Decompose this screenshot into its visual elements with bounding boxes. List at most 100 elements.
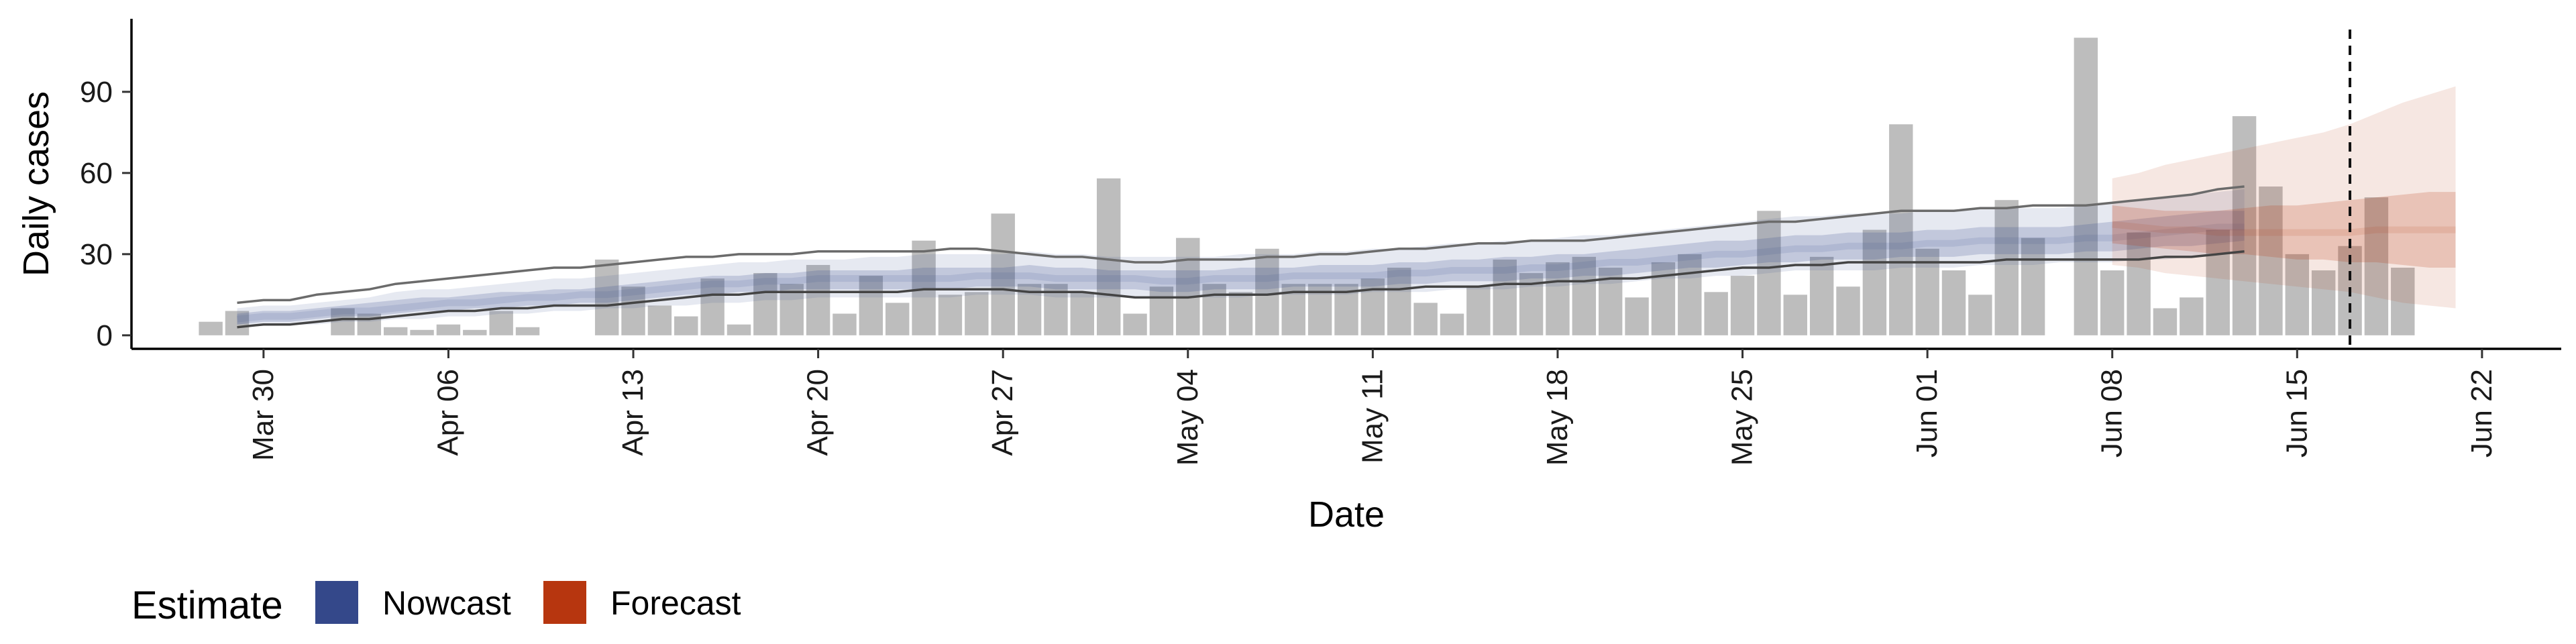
bar (2127, 232, 2151, 335)
bar (2021, 237, 2045, 335)
bar (463, 329, 487, 335)
bar (833, 313, 857, 335)
axes: 0 30 60 90 Mar 30 Apr 06 Apr 13 Apr 20 Apr 27 May… (80, 19, 2561, 466)
bar (2364, 197, 2389, 335)
bar (859, 276, 883, 335)
bar (2391, 268, 2415, 335)
bar (1757, 211, 1781, 335)
bar (806, 264, 830, 335)
legend-label-nowcast: Nowcast (382, 584, 511, 622)
bar (991, 213, 1015, 335)
x-tick-label: Jun 22 (2465, 369, 2498, 458)
x-tick-label: Jun 08 (2096, 369, 2129, 458)
bar (515, 327, 540, 335)
bar (938, 294, 963, 335)
x-tick-label: Apr 13 (616, 369, 649, 456)
bar (1255, 248, 1279, 335)
y-tick-label: 0 (97, 319, 113, 352)
bar (2153, 308, 2178, 335)
bar (1809, 256, 1834, 335)
legend-key-nowcast (315, 581, 358, 624)
bar (2232, 116, 2257, 335)
bar (1202, 284, 1226, 335)
bar (1678, 254, 1702, 335)
x-tick-label: Mar 30 (247, 369, 280, 461)
bar (436, 324, 461, 335)
x-axis-title: Date (1308, 494, 1385, 535)
bar (753, 273, 777, 335)
x-tick-label: Jun 01 (1911, 369, 1943, 458)
bar (331, 308, 355, 335)
nowcast-median-line (236, 223, 2245, 323)
legend: Estimate Nowcast Forecast (131, 581, 741, 627)
nowcast-90-band (237, 189, 2245, 325)
bar (1493, 259, 1517, 335)
upper-interval-line (237, 185, 2245, 305)
bar (1862, 229, 1887, 335)
bar (1968, 294, 1992, 335)
bar (1096, 178, 1121, 335)
bar (1994, 200, 2019, 335)
bar (2259, 186, 2283, 335)
bar (1070, 292, 1095, 335)
bar (1783, 294, 1807, 335)
bar (1466, 286, 1491, 335)
bar (2311, 270, 2336, 335)
x-tick-label: May 11 (1356, 369, 1389, 464)
bar (1176, 237, 1200, 335)
legend-label-forecast: Forecast (610, 584, 741, 622)
bar (1413, 303, 1438, 335)
bar (1123, 313, 1147, 335)
bar (1941, 270, 1966, 335)
y-tick-label: 30 (80, 238, 113, 271)
x-tick-label: May 18 (1541, 369, 1574, 466)
bar (1546, 262, 1570, 335)
bar (727, 324, 751, 335)
x-tick-label: May 04 (1171, 369, 1204, 466)
bar (621, 286, 645, 335)
bar (1836, 286, 1860, 335)
x-tick-label: May 25 (1726, 369, 1759, 466)
x-tick-label: Apr 06 (431, 369, 464, 456)
lower-interval-line (237, 250, 2245, 329)
bar (965, 292, 989, 335)
bar (1730, 276, 1755, 335)
x-tick-label: Jun 15 (2280, 369, 2313, 458)
bar (225, 311, 250, 335)
x-tick-label: Apr 27 (986, 369, 1019, 456)
bar (2206, 229, 2230, 335)
bar (674, 316, 698, 335)
bar (2074, 38, 2098, 335)
bar (1704, 292, 1728, 335)
bar (647, 305, 672, 335)
bar (1572, 256, 1597, 335)
bar (2285, 254, 2310, 335)
y-tick-label: 60 (80, 157, 113, 190)
bar (885, 303, 910, 335)
bar (2100, 270, 2125, 335)
bar (1228, 292, 1253, 335)
y-tick-label: 90 (80, 76, 113, 109)
bar (1889, 124, 1913, 335)
legend-key-forecast (543, 581, 586, 624)
forecast-90-band (2112, 86, 2456, 309)
y-axis-title: Daily cases (16, 91, 56, 276)
bar (1360, 278, 1385, 335)
legend-title: Estimate (131, 584, 283, 627)
bar (1625, 297, 1649, 335)
bar (912, 240, 936, 335)
plot-area (199, 30, 2456, 349)
bar (594, 259, 619, 335)
forecast-50-band (2112, 192, 2456, 268)
bar (383, 327, 408, 335)
bar (1149, 286, 1174, 335)
nowcast-50-band (237, 211, 2245, 325)
bar (1387, 268, 1411, 335)
bar (700, 278, 724, 335)
bar (1440, 313, 1464, 335)
bar (2180, 297, 2204, 335)
forecast-median-line (2112, 221, 2456, 236)
bar (199, 321, 223, 335)
bar (410, 329, 434, 335)
